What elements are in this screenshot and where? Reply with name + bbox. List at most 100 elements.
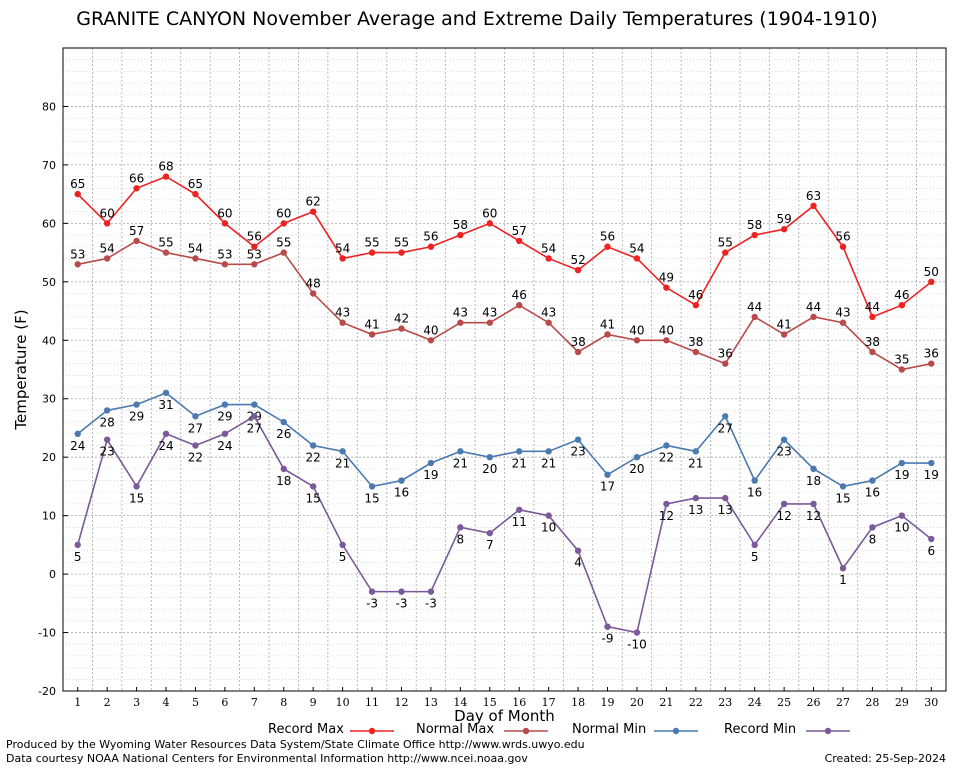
data-label-record-max: 58 bbox=[747, 218, 762, 232]
data-point-normal-max bbox=[427, 337, 435, 344]
x-tick-label: 13 bbox=[424, 696, 438, 709]
x-tick-label: 22 bbox=[689, 696, 703, 709]
x-tick-label: 1 bbox=[74, 696, 81, 709]
data-point-record-min bbox=[663, 500, 670, 508]
series-line-normal-min bbox=[77, 391, 932, 488]
data-point-record-min bbox=[839, 565, 847, 572]
data-point-normal-max bbox=[722, 360, 729, 367]
data-label-normal-max: 53 bbox=[217, 247, 232, 261]
data-point-record-min bbox=[574, 547, 582, 554]
data-label-normal-min: 21 bbox=[335, 456, 350, 470]
data-point-record-max bbox=[928, 278, 935, 286]
data-point-normal-min bbox=[339, 448, 346, 455]
data-label-record-min: 13 bbox=[688, 503, 703, 517]
data-label-normal-max: 36 bbox=[718, 347, 733, 361]
y-tick-label: 30 bbox=[42, 393, 56, 406]
data-label-normal-max: 40 bbox=[423, 323, 438, 337]
data-label-normal-min: 19 bbox=[894, 468, 909, 482]
legend-label-record-min: Record Min bbox=[724, 722, 797, 737]
data-label-record-max: 54 bbox=[335, 241, 350, 255]
data-point-normal-min bbox=[810, 465, 817, 473]
data-point-record-max bbox=[251, 243, 258, 250]
data-point-record-max bbox=[221, 220, 229, 227]
data-point-normal-max bbox=[663, 337, 670, 344]
data-label-record-min: 5 bbox=[74, 550, 82, 564]
legend-label-normal-min: Normal Min bbox=[572, 722, 647, 737]
data-point-normal-min bbox=[221, 401, 229, 408]
x-tick-label: 15 bbox=[483, 696, 497, 709]
data-point-record-max bbox=[898, 302, 906, 309]
legend-marker-record-max bbox=[368, 727, 376, 735]
legend-label-normal-max: Normal Max bbox=[416, 722, 495, 737]
x-tick-label: 3 bbox=[133, 696, 140, 709]
data-point-normal-max bbox=[692, 348, 700, 356]
data-point-record-min bbox=[162, 430, 170, 437]
data-point-record-max bbox=[780, 226, 788, 233]
data-label-normal-min: 23 bbox=[776, 445, 791, 459]
data-label-record-max: 58 bbox=[453, 218, 468, 232]
data-point-record-max bbox=[810, 202, 817, 210]
y-axis-label: Temperature (F) bbox=[12, 309, 30, 430]
data-label-normal-min: 16 bbox=[394, 486, 409, 500]
y-tick-label: 60 bbox=[42, 217, 56, 230]
data-label-normal-max: 43 bbox=[541, 306, 556, 320]
data-label-record-min: -3 bbox=[366, 597, 378, 611]
data-point-record-min bbox=[486, 529, 493, 537]
data-label-record-max: 65 bbox=[70, 177, 85, 191]
data-point-record-max bbox=[368, 249, 376, 256]
data-label-record-min: 22 bbox=[188, 450, 203, 464]
series-line-normal-max bbox=[77, 240, 932, 371]
data-point-record-min bbox=[192, 442, 199, 449]
data-label-normal-max: 40 bbox=[629, 323, 644, 337]
data-point-normal-max bbox=[457, 319, 464, 326]
data-point-normal-min bbox=[516, 448, 523, 455]
data-point-record-max bbox=[545, 255, 552, 262]
data-point-record-max bbox=[839, 243, 847, 250]
data-label-normal-min: 24 bbox=[70, 439, 85, 453]
x-tick-label: 30 bbox=[924, 696, 938, 709]
data-label-record-max: 60 bbox=[217, 206, 232, 220]
data-label-record-max: 56 bbox=[600, 230, 615, 244]
data-point-normal-min bbox=[692, 448, 700, 455]
data-point-normal-max bbox=[398, 325, 405, 332]
data-label-record-max: 54 bbox=[629, 241, 644, 255]
data-label-normal-min: 19 bbox=[924, 468, 939, 482]
data-point-normal-min bbox=[839, 483, 847, 490]
data-label-record-max: 57 bbox=[512, 224, 527, 238]
data-point-record-max bbox=[722, 249, 729, 256]
data-point-normal-min bbox=[368, 483, 376, 490]
data-point-record-min bbox=[869, 524, 876, 531]
data-label-record-min: 13 bbox=[718, 503, 733, 517]
data-label-normal-min: 16 bbox=[747, 486, 762, 500]
data-point-normal-min bbox=[928, 459, 935, 467]
data-point-normal-max bbox=[74, 261, 81, 268]
x-tick-label: 4 bbox=[163, 696, 170, 709]
data-label-normal-min: 20 bbox=[482, 462, 497, 476]
legend-label-record-max: Record Max bbox=[268, 722, 344, 737]
data-point-record-min bbox=[780, 500, 788, 508]
data-label-normal-min: 17 bbox=[600, 480, 615, 494]
data-point-record-max bbox=[309, 208, 317, 215]
x-tick-label: 20 bbox=[630, 696, 644, 709]
data-point-record-min bbox=[722, 494, 729, 502]
data-label-record-max: 56 bbox=[835, 230, 850, 244]
series-normal-min: 2428293127292926222115161921202121231720… bbox=[70, 389, 939, 505]
data-label-record-min: 11 bbox=[512, 515, 527, 529]
data-point-record-max bbox=[869, 313, 876, 321]
data-point-normal-max bbox=[516, 302, 523, 309]
data-point-normal-max bbox=[751, 313, 758, 321]
data-label-normal-min: 21 bbox=[688, 456, 703, 470]
data-point-normal-max bbox=[604, 331, 611, 338]
data-label-record-max: 49 bbox=[659, 271, 674, 285]
data-point-normal-min bbox=[780, 436, 788, 443]
data-point-normal-max bbox=[221, 261, 229, 268]
data-point-normal-min bbox=[574, 436, 582, 443]
data-label-normal-max: 38 bbox=[865, 335, 880, 349]
data-label-record-min: 5 bbox=[751, 550, 759, 564]
x-tick-label: 11 bbox=[365, 696, 379, 709]
data-label-record-max: 55 bbox=[718, 236, 733, 250]
data-point-normal-min bbox=[898, 459, 906, 467]
data-label-record-min: 8 bbox=[457, 532, 465, 546]
y-tick-label: 10 bbox=[42, 510, 56, 523]
